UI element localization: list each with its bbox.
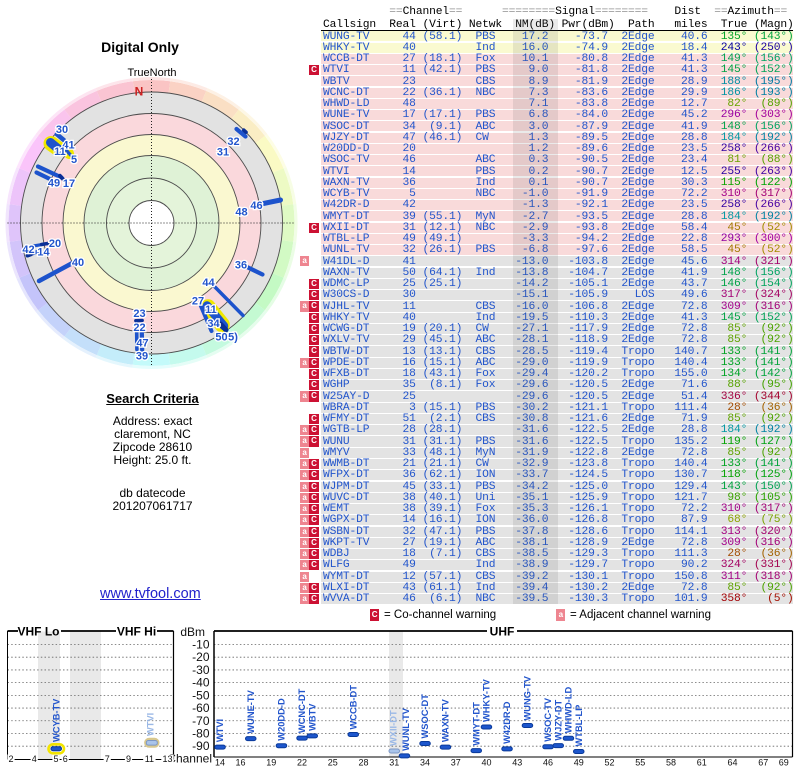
svg-text:4: 4 xyxy=(32,754,37,764)
svg-text:VHF Lo: VHF Lo xyxy=(18,625,60,639)
svg-text:17: 17 xyxy=(63,178,75,190)
svg-text:14: 14 xyxy=(215,758,225,768)
svg-text:WMYT-DT: WMYT-DT xyxy=(471,702,481,746)
svg-text:69: 69 xyxy=(779,758,789,768)
svg-text:5): 5) xyxy=(228,332,238,344)
svg-text:22: 22 xyxy=(133,322,145,334)
svg-text:19: 19 xyxy=(266,758,276,768)
svg-text:39: 39 xyxy=(136,351,148,363)
svg-text:-10: -10 xyxy=(192,638,210,652)
svg-text:46: 46 xyxy=(250,200,262,212)
svg-text:28: 28 xyxy=(358,758,368,768)
svg-text:5: 5 xyxy=(53,754,58,764)
svg-text:46: 46 xyxy=(543,758,553,768)
svg-text:48: 48 xyxy=(235,207,247,219)
svg-text:6: 6 xyxy=(63,754,68,764)
svg-text:-60: -60 xyxy=(192,701,210,715)
svg-text:40: 40 xyxy=(72,257,84,269)
svg-text:WAXN-TV: WAXN-TV xyxy=(441,698,451,742)
svg-text:23: 23 xyxy=(133,308,145,320)
svg-text:67: 67 xyxy=(758,758,768,768)
svg-text:-30: -30 xyxy=(192,663,210,677)
svg-text:WCYB-TV: WCYB-TV xyxy=(52,698,62,742)
svg-text:42: 42 xyxy=(22,244,34,256)
svg-text:WSOC-DT: WSOC-DT xyxy=(420,694,430,739)
svg-text:31: 31 xyxy=(217,147,229,159)
svg-text:WUNG-TV: WUNG-TV xyxy=(523,675,533,720)
svg-text:49: 49 xyxy=(574,758,584,768)
svg-text:36: 36 xyxy=(235,260,247,272)
svg-text:20: 20 xyxy=(49,238,61,250)
svg-text:WBTV: WBTV xyxy=(307,703,317,731)
svg-text:34: 34 xyxy=(420,758,430,768)
svg-text:-90: -90 xyxy=(192,739,210,753)
svg-text:16: 16 xyxy=(235,758,245,768)
svg-text:WHKY-TV: WHKY-TV xyxy=(482,678,492,722)
svg-text:WTVI: WTVI xyxy=(146,713,156,736)
svg-text:dBm: dBm xyxy=(180,625,205,639)
svg-text:11: 11 xyxy=(54,146,66,158)
svg-text:30: 30 xyxy=(56,124,68,136)
svg-text:64: 64 xyxy=(727,758,737,768)
svg-text:49: 49 xyxy=(48,178,60,190)
svg-text:-50: -50 xyxy=(192,688,210,702)
svg-text:Channel: Channel xyxy=(167,752,212,766)
svg-text:32: 32 xyxy=(227,136,239,148)
svg-text:WSOC-TV: WSOC-TV xyxy=(543,697,553,742)
svg-text:27: 27 xyxy=(192,296,204,308)
svg-text:WTBL-LP: WTBL-LP xyxy=(574,705,584,747)
svg-text:41: 41 xyxy=(62,140,74,152)
svg-text:WCNC-DT: WCNC-DT xyxy=(297,688,307,733)
svg-text:-80: -80 xyxy=(192,727,210,741)
svg-text:7: 7 xyxy=(105,754,110,764)
svg-text:25: 25 xyxy=(328,758,338,768)
svg-text:44: 44 xyxy=(202,277,215,289)
svg-text:9: 9 xyxy=(126,754,131,764)
svg-text:11: 11 xyxy=(145,754,154,764)
svg-text:55: 55 xyxy=(635,758,645,768)
svg-text:WHWD-LD: WHWD-LD xyxy=(564,687,574,734)
svg-text:11: 11 xyxy=(205,304,217,316)
svg-text:UHF: UHF xyxy=(490,625,515,639)
svg-text:47: 47 xyxy=(136,338,148,350)
svg-text:WXII-DT: WXII-DT xyxy=(388,710,398,746)
svg-text:58: 58 xyxy=(666,758,676,768)
svg-text:5: 5 xyxy=(71,154,77,166)
svg-text:14: 14 xyxy=(37,247,50,259)
svg-text:N: N xyxy=(135,85,144,99)
svg-text:WCCB-DT: WCCB-DT xyxy=(348,685,358,730)
svg-text:WUNE-TV: WUNE-TV xyxy=(246,689,256,733)
svg-text:43: 43 xyxy=(512,758,522,768)
svg-text:WUNL-TV: WUNL-TV xyxy=(401,707,411,751)
svg-text:-40: -40 xyxy=(192,676,210,690)
svg-text:2: 2 xyxy=(8,754,13,764)
svg-text:50: 50 xyxy=(215,332,227,344)
svg-text:-70: -70 xyxy=(192,714,210,728)
svg-text:61: 61 xyxy=(697,758,707,768)
svg-text:31: 31 xyxy=(389,758,399,768)
svg-text:WJZY-DT: WJZY-DT xyxy=(554,699,564,740)
svg-text:VHF Hi: VHF Hi xyxy=(117,625,156,639)
svg-text:WTVI: WTVI xyxy=(215,719,225,742)
svg-text:52: 52 xyxy=(604,758,614,768)
svg-text:37: 37 xyxy=(451,758,461,768)
svg-text:-20: -20 xyxy=(192,650,210,664)
svg-text:40: 40 xyxy=(481,758,491,768)
svg-text:34: 34 xyxy=(207,318,220,330)
svg-text:W20DD-D: W20DD-D xyxy=(277,698,287,741)
svg-text:22: 22 xyxy=(297,758,307,768)
svg-text:13: 13 xyxy=(162,754,172,764)
svg-text:W42DR-D: W42DR-D xyxy=(502,701,512,744)
